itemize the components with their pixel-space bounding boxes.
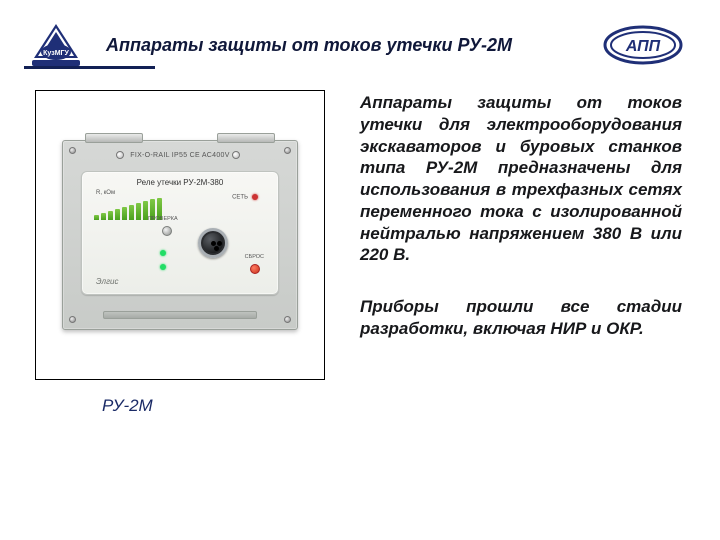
device-top-marking: FIX-O-RAIL IP55 CE AC400V: [77, 151, 283, 159]
device-photo-frame: FIX-O-RAIL IP55 CE AC400V Реле утечки РУ…: [35, 90, 325, 380]
header-rule: [24, 66, 155, 69]
connector-socket-icon: [198, 228, 228, 258]
device-housing: FIX-O-RAIL IP55 CE AC400V Реле утечки РУ…: [62, 140, 298, 330]
content-area: FIX-O-RAIL IP55 CE AC400V Реле утечки РУ…: [30, 90, 682, 416]
panel-title: Реле утечки РУ-2М-380: [82, 178, 278, 187]
logo-right-text: АПП: [625, 38, 661, 55]
status-led-icon: [160, 264, 166, 270]
page-title: Аппараты защиты от токов утечки РУ-2М: [106, 35, 602, 56]
check-button-label: ПРОВЕРКА: [148, 216, 178, 222]
check-button: [162, 226, 172, 236]
left-column: FIX-O-RAIL IP55 CE AC400V Реле утечки РУ…: [30, 90, 330, 416]
certification-ring-icon: [116, 151, 124, 159]
status-led-icon: [160, 250, 166, 256]
description-paragraph-1: Аппараты защиты от токов утечки для элек…: [360, 92, 682, 266]
right-column: Аппараты защиты от токов утечки для элек…: [360, 90, 682, 416]
housing-hinge: [217, 133, 275, 143]
slide-header: КузМГУ Аппараты защиты от токов утечки Р…: [0, 18, 720, 72]
network-indicator-label: СЕТЬ: [232, 194, 258, 201]
screw-icon: [69, 316, 76, 323]
housing-hinge: [85, 133, 143, 143]
device-caption: РУ-2М: [102, 396, 153, 416]
reset-button: [250, 264, 260, 274]
panel-brand: Элгис: [96, 277, 118, 286]
certification-ring-icon: [232, 151, 240, 159]
logo-left: КузМГУ: [28, 22, 84, 68]
screw-icon: [284, 147, 291, 154]
resistance-label: R, кОм: [96, 190, 115, 196]
description-paragraph-2: Приборы прошли все стадии разработки, вк…: [360, 296, 682, 340]
screw-icon: [284, 316, 291, 323]
screw-icon: [69, 147, 76, 154]
logo-left-text: КузМГУ: [43, 50, 69, 57]
reset-button-label: СБРОС: [245, 254, 264, 260]
top-marking-text: FIX-O-RAIL IP55 CE AC400V: [130, 152, 229, 159]
housing-bottom-bar: [103, 311, 257, 319]
logo-right: АПП: [602, 22, 684, 68]
device-front-panel: Реле утечки РУ-2М-380 R, кОм СЕТЬ ПРОВЕР…: [81, 171, 279, 295]
